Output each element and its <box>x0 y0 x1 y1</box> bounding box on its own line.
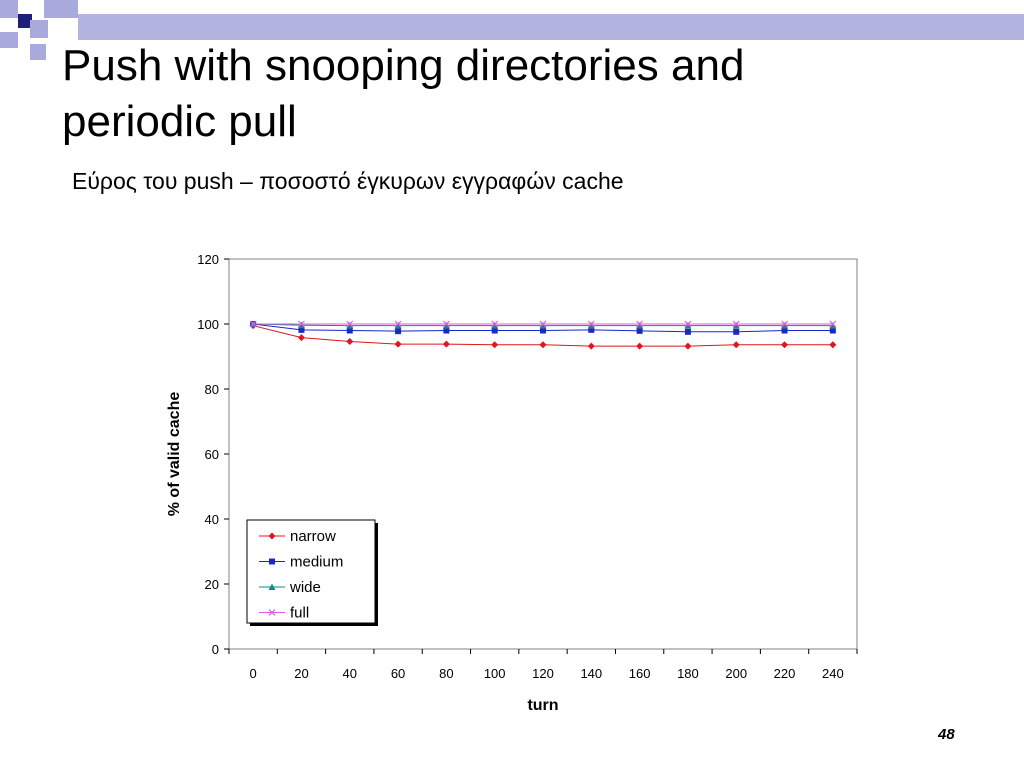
data-point-medium <box>781 327 788 334</box>
data-point-narrow <box>491 341 499 349</box>
data-point-full <box>636 320 644 328</box>
data-point-wide <box>781 322 789 329</box>
line-chart: 0 20 40 60 80 100 120 0 20 40 60 80 100 120 140 160 180 2… <box>166 252 858 714</box>
deco-square <box>62 0 78 18</box>
x-tick-label: 0 <box>250 666 257 681</box>
y-tick-label: 100 <box>197 317 219 332</box>
data-point-full <box>491 320 499 328</box>
data-point-wide <box>636 322 644 329</box>
legend-marker-wide <box>268 583 276 590</box>
data-point-medium <box>588 326 595 333</box>
x-tick-label: 160 <box>629 666 651 681</box>
slide-title: Push with snooping directories and perio… <box>62 38 744 150</box>
x-tick-label: 180 <box>677 666 699 681</box>
data-point-wide <box>539 322 547 329</box>
data-point-medium <box>346 327 353 334</box>
deco-square <box>18 14 32 28</box>
slide-title-line1: Push with snooping directories and <box>62 41 745 90</box>
data-point-medium <box>298 326 305 333</box>
data-point-full <box>732 320 740 328</box>
legend-label-narrow: narrow <box>290 528 336 545</box>
data-point-wide <box>732 322 740 329</box>
data-point-medium <box>443 327 450 334</box>
data-point-wide <box>587 322 595 329</box>
data-point-wide <box>346 322 354 329</box>
y-tick-label: 0 <box>212 642 219 657</box>
deco-square <box>0 0 18 18</box>
legend-label-full: full <box>290 605 309 622</box>
slide-title-line2: periodic pull <box>62 97 297 146</box>
data-point-full <box>684 320 692 328</box>
data-point-narrow <box>442 340 450 348</box>
page-number: 48 <box>938 726 955 743</box>
slide-subtitle: Εύρος του push – ποσοστό έγκυρων εγγραφώ… <box>72 168 624 194</box>
data-point-narrow <box>781 341 789 349</box>
data-point-wide <box>684 322 692 329</box>
x-tick-label: 100 <box>484 666 506 681</box>
data-point-full <box>442 320 450 328</box>
data-point-full <box>298 320 305 328</box>
x-tick-label: 20 <box>294 666 308 681</box>
data-point-medium <box>491 327 498 334</box>
data-point-medium <box>829 327 836 334</box>
y-tick-label: 120 <box>197 252 219 267</box>
x-tick-label: 80 <box>439 666 453 681</box>
deco-square <box>0 32 18 48</box>
data-point-narrow <box>297 334 305 342</box>
data-point-full <box>587 320 595 328</box>
data-point-medium <box>395 328 402 335</box>
data-point-narrow <box>394 340 402 348</box>
y-tick-label: 40 <box>205 512 219 527</box>
legend-label-wide: wide <box>289 579 321 596</box>
data-point-full <box>781 320 788 328</box>
data-point-wide <box>829 322 837 329</box>
x-axis-label: turn <box>527 697 558 714</box>
legend-label-medium: medium <box>290 554 343 571</box>
data-point-wide <box>297 321 305 329</box>
data-point-medium <box>636 327 643 334</box>
title-bar <box>78 14 1024 40</box>
legend-marker-full <box>268 609 276 616</box>
data-point-narrow <box>829 341 837 349</box>
x-tick-label: 60 <box>391 666 405 681</box>
x-tick-label: 120 <box>532 666 554 681</box>
x-tick-label: 240 <box>822 666 844 681</box>
y-tick-label: 60 <box>205 447 219 462</box>
x-tick-label: 200 <box>725 666 747 681</box>
legend-box <box>246 519 376 624</box>
data-point-narrow <box>539 341 547 349</box>
deco-square <box>30 20 48 38</box>
x-tick-label: 140 <box>580 666 602 681</box>
data-point-full <box>394 320 402 328</box>
data-point-narrow <box>587 342 595 350</box>
y-axis-label: % of valid cache <box>166 392 183 517</box>
x-tick-label: 40 <box>343 666 357 681</box>
chart-container: 0 20 40 60 80 100 120 0 20 40 60 80 100 120 140 160 180 2… <box>150 240 880 725</box>
data-point-narrow <box>346 338 354 346</box>
y-tick-label: 20 <box>205 577 219 592</box>
data-point-full <box>346 320 354 328</box>
data-point-wide <box>394 322 402 329</box>
data-point-wide <box>491 322 499 329</box>
y-tick-label: 80 <box>205 382 219 397</box>
data-point-narrow <box>732 341 740 349</box>
legend-marker-narrow <box>268 532 276 540</box>
data-point-wide <box>442 322 450 329</box>
legend-marker-medium <box>269 558 275 565</box>
x-tick-label: 220 <box>774 666 796 681</box>
data-point-full <box>249 320 257 328</box>
data-point-full <box>539 320 547 328</box>
deco-square <box>30 44 46 60</box>
data-point-narrow <box>684 342 692 350</box>
data-point-medium <box>733 328 740 335</box>
data-point-medium <box>540 327 546 334</box>
data-point-medium <box>684 328 691 335</box>
deco-square <box>44 0 62 18</box>
data-point-narrow <box>636 342 644 350</box>
data-point-full <box>829 320 837 328</box>
